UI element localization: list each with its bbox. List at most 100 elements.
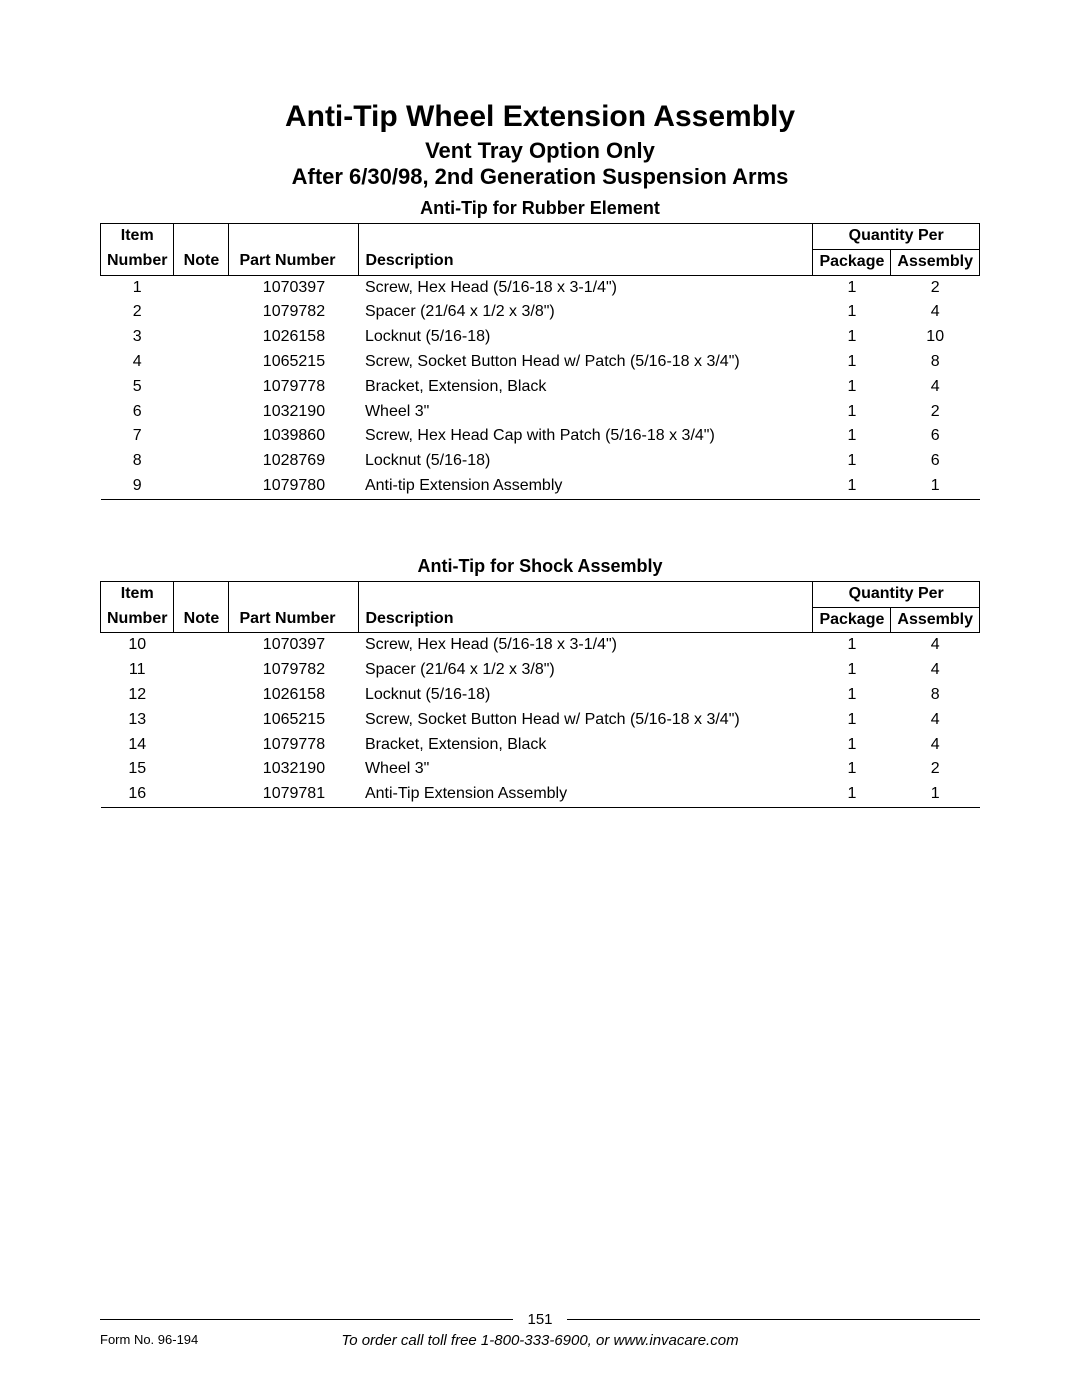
- th-desc: Description: [359, 607, 813, 633]
- th-qty-per: Quantity Per: [813, 224, 980, 250]
- cell-desc: Locknut (5/16-18): [359, 449, 813, 474]
- table-row: 21079782Spacer (21/64 x 1/2 x 3/8")14: [101, 300, 980, 325]
- table-row: 141079778Bracket, Extension, Black14: [101, 733, 980, 758]
- cell-item: 7: [101, 424, 174, 449]
- cell-item: 8: [101, 449, 174, 474]
- cell-asm: 4: [891, 733, 980, 758]
- th-item: Item: [101, 224, 174, 250]
- cell-desc: Anti-Tip Extension Assembly: [359, 782, 813, 807]
- cell-note: [174, 757, 229, 782]
- cell-part: 1032190: [229, 400, 359, 425]
- table-row: 31026158Locknut (5/16-18)110: [101, 325, 980, 350]
- cell-part: 1079778: [229, 733, 359, 758]
- cell-part: 1032190: [229, 757, 359, 782]
- cell-item: 16: [101, 782, 174, 807]
- cell-note: [174, 708, 229, 733]
- table-row: 81028769Locknut (5/16-18)16: [101, 449, 980, 474]
- th-blank-desc: [359, 224, 813, 250]
- cell-part: 1079782: [229, 300, 359, 325]
- cell-part: 1079778: [229, 375, 359, 400]
- cell-pkg: 1: [813, 658, 891, 683]
- cell-asm: 4: [891, 300, 980, 325]
- cell-note: [174, 400, 229, 425]
- cell-desc: Screw, Hex Head (5/16-18 x 3-1/4"): [359, 275, 813, 300]
- cell-asm: 1: [891, 782, 980, 807]
- cell-note: [174, 658, 229, 683]
- cell-item: 12: [101, 683, 174, 708]
- th-item: Item: [101, 581, 174, 607]
- cell-pkg: 1: [813, 782, 891, 807]
- cell-pkg: 1: [813, 325, 891, 350]
- cell-pkg: 1: [813, 300, 891, 325]
- cell-pkg: 1: [813, 449, 891, 474]
- th-partno: Part Number: [229, 607, 359, 633]
- cell-part: 1065215: [229, 708, 359, 733]
- th-note: Note: [174, 607, 229, 633]
- th-blank-note: [174, 581, 229, 607]
- cell-part: 1026158: [229, 683, 359, 708]
- cell-asm: 8: [891, 683, 980, 708]
- cell-desc: Screw, Socket Button Head w/ Patch (5/16…: [359, 350, 813, 375]
- cell-item: 6: [101, 400, 174, 425]
- cell-pkg: 1: [813, 708, 891, 733]
- cell-note: [174, 683, 229, 708]
- table-shock-assembly: Item Quantity Per Number Note Part Numbe…: [100, 581, 980, 808]
- th-note: Note: [174, 249, 229, 275]
- th-blank-note: [174, 224, 229, 250]
- cell-desc: Bracket, Extension, Black: [359, 375, 813, 400]
- page-footer: 151 Form No. 96-194 To order call toll f…: [100, 1311, 980, 1347]
- cell-note: [174, 633, 229, 658]
- cell-item: 5: [101, 375, 174, 400]
- page-subtitle-1: Vent Tray Option Only: [100, 138, 980, 164]
- table-row: 4 1065215Screw, Socket Button Head w/ Pat…: [101, 350, 980, 375]
- cell-note: [174, 733, 229, 758]
- cell-item: 11: [101, 658, 174, 683]
- table-row: 71039860Screw, Hex Head Cap with Patch (…: [101, 424, 980, 449]
- cell-pkg: 1: [813, 633, 891, 658]
- table-row: 161079781Anti-Tip Extension Assembly11: [101, 782, 980, 807]
- cell-note: [174, 474, 229, 499]
- cell-pkg: 1: [813, 757, 891, 782]
- cell-note: [174, 300, 229, 325]
- cell-asm: 2: [891, 757, 980, 782]
- cell-desc: Screw, Socket Button Head w/ Patch (5/16…: [359, 708, 813, 733]
- cell-asm: 10: [891, 325, 980, 350]
- cell-part: 1026158: [229, 325, 359, 350]
- th-asm: Assembly: [891, 249, 980, 275]
- table-row: 101070397Screw, Hex Head (5/16-18 x 3-1/…: [101, 633, 980, 658]
- cell-desc: Spacer (21/64 x 1/2 x 3/8"): [359, 300, 813, 325]
- th-blank-desc: [359, 581, 813, 607]
- footer-rule-right: [567, 1319, 980, 1320]
- cell-asm: 4: [891, 633, 980, 658]
- th-blank-part: [229, 581, 359, 607]
- cell-item: 10: [101, 633, 174, 658]
- cell-part: 1070397: [229, 633, 359, 658]
- cell-desc: Locknut (5/16-18): [359, 325, 813, 350]
- cell-pkg: 1: [813, 474, 891, 499]
- cell-note: [174, 275, 229, 300]
- cell-note: [174, 375, 229, 400]
- cell-item: 1: [101, 275, 174, 300]
- cell-desc: Wheel 3": [359, 757, 813, 782]
- cell-asm: 8: [891, 350, 980, 375]
- cell-part: 1028769: [229, 449, 359, 474]
- table-row: 51079778Bracket, Extension, Black14: [101, 375, 980, 400]
- cell-part: 1079782: [229, 658, 359, 683]
- cell-note: [174, 782, 229, 807]
- cell-part: 1065215: [229, 350, 359, 375]
- cell-asm: 1: [891, 474, 980, 499]
- cell-item: 4: [101, 350, 174, 375]
- cell-pkg: 1: [813, 275, 891, 300]
- page-content: Anti-Tip Wheel Extension Assembly Vent T…: [0, 0, 1080, 808]
- cell-asm: 4: [891, 708, 980, 733]
- th-pkg: Package: [813, 249, 891, 275]
- cell-asm: 4: [891, 658, 980, 683]
- th-desc: Description: [359, 249, 813, 275]
- th-pkg: Package: [813, 607, 891, 633]
- cell-desc: Screw, Hex Head Cap with Patch (5/16-18 …: [359, 424, 813, 449]
- cell-item: 14: [101, 733, 174, 758]
- cell-pkg: 1: [813, 400, 891, 425]
- cell-pkg: 1: [813, 375, 891, 400]
- footer-rule-left: [100, 1319, 513, 1320]
- cell-note: [174, 325, 229, 350]
